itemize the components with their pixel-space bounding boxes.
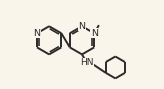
Text: N: N	[33, 29, 41, 38]
Text: N: N	[79, 22, 85, 31]
Text: N: N	[91, 29, 98, 38]
Text: HN: HN	[81, 58, 94, 67]
